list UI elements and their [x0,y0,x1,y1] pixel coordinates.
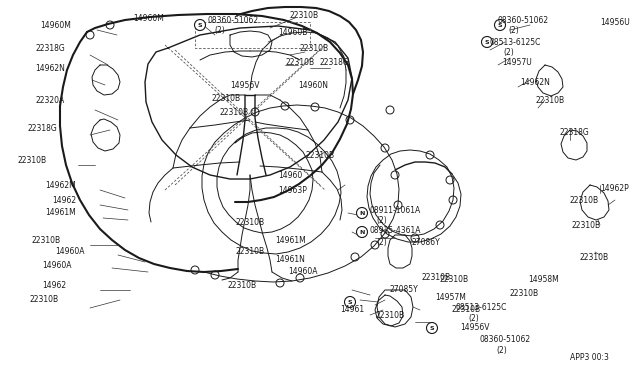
Text: S: S [429,326,435,330]
Text: 22310B: 22310B [300,44,329,52]
Text: N: N [359,211,365,215]
Text: 14963P: 14963P [278,186,307,195]
Text: 22310B: 22310B [375,311,404,320]
Circle shape [344,296,355,308]
Text: 22310B: 22310B [452,305,481,314]
Text: 22310B: 22310B [228,280,257,289]
Text: 22318G: 22318G [560,128,589,137]
Text: 14962: 14962 [52,196,76,205]
Text: 08513-6125C: 08513-6125C [490,38,541,46]
Text: 22310B: 22310B [305,151,334,160]
Text: 22310B: 22310B [440,276,469,285]
Circle shape [426,323,438,334]
Text: (2): (2) [508,26,519,35]
Text: 22310B: 22310B [422,273,451,282]
Text: 14960B: 14960B [278,28,307,36]
Text: (2): (2) [468,314,479,323]
Text: 14962N: 14962N [520,77,550,87]
Text: 14960A: 14960A [42,260,72,269]
Text: 22310B: 22310B [535,96,564,105]
Text: 14961M: 14961M [45,208,76,217]
Text: 14957M: 14957M [435,294,466,302]
Text: 14958M: 14958M [528,276,559,285]
Circle shape [356,208,367,218]
Text: 14961N: 14961N [275,256,305,264]
Text: 14961: 14961 [340,305,364,314]
Text: N: N [359,230,365,234]
Text: 22310B: 22310B [580,253,609,263]
Text: 14960: 14960 [278,170,302,180]
Text: 22310B: 22310B [212,93,241,103]
Circle shape [495,19,506,31]
Text: 08911-1061A: 08911-1061A [370,205,421,215]
Text: 14956V: 14956V [230,80,259,90]
Text: S: S [198,22,202,28]
Text: 22310B: 22310B [285,58,314,67]
Text: 22310B: 22310B [570,196,599,205]
Text: 14960A: 14960A [288,267,317,276]
Circle shape [195,19,205,31]
Text: 14962P: 14962P [600,183,628,192]
Text: 08915-4361A: 08915-4361A [370,225,422,234]
Text: 14962: 14962 [42,280,66,289]
Text: 14960M: 14960M [133,13,164,22]
Text: 08360-51062: 08360-51062 [208,16,259,25]
Circle shape [481,36,493,48]
Text: 22320A: 22320A [35,96,64,105]
Text: 14957U: 14957U [502,58,532,67]
Text: 08513-6125C: 08513-6125C [455,304,506,312]
Text: 22310B: 22310B [235,218,264,227]
Text: 22310B: 22310B [510,289,539,298]
Text: 14962N: 14962N [35,64,65,73]
Text: 14960M: 14960M [40,20,71,29]
Text: 22310B: 22310B [32,235,61,244]
Circle shape [356,227,367,237]
Text: 08360-51062: 08360-51062 [498,16,549,25]
Text: 22310B: 22310B [220,108,249,116]
Text: (2): (2) [376,237,387,247]
Text: 22318G: 22318G [35,44,65,52]
Text: 22310B: 22310B [18,155,47,164]
Text: (2): (2) [376,215,387,224]
Text: 22310B: 22310B [572,221,601,230]
Text: (2): (2) [503,48,514,57]
Text: S: S [348,299,352,305]
Text: 22318G: 22318G [27,124,57,132]
Text: 14956V: 14956V [460,324,490,333]
Text: 14956U: 14956U [600,17,630,26]
Text: 14962M: 14962M [45,180,76,189]
Text: 22310B: 22310B [30,295,59,305]
Text: (2): (2) [214,26,225,35]
Text: 22318G: 22318G [320,58,349,67]
Text: 27086Y: 27086Y [412,237,441,247]
Text: 22310B: 22310B [290,10,319,19]
Text: 14960N: 14960N [298,80,328,90]
Text: 22310B: 22310B [235,247,264,257]
Text: 27085Y: 27085Y [390,285,419,295]
Text: 14960A: 14960A [55,247,84,257]
Text: 14961M: 14961M [275,235,306,244]
Text: APP3 00:3: APP3 00:3 [570,353,609,362]
Text: 08360-51062: 08360-51062 [480,336,531,344]
Text: (2): (2) [496,346,507,355]
Text: S: S [498,22,502,28]
Text: S: S [484,39,490,45]
